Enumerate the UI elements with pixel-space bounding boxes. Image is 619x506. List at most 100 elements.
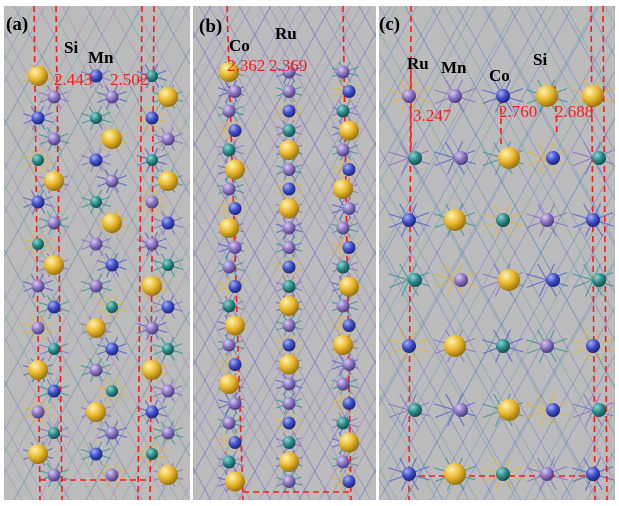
co-atom — [282, 260, 296, 274]
panel-b-ru-label: Ru — [275, 24, 297, 43]
si-atom — [44, 255, 64, 275]
si-atom — [158, 87, 178, 107]
co-atom — [342, 241, 356, 254]
mn-atom — [282, 163, 296, 176]
ru-atom — [336, 416, 350, 430]
panel-b-co-label: Co — [229, 36, 250, 55]
mn-atom — [336, 65, 350, 79]
mn-atom — [145, 237, 159, 251]
cell-edge — [55, 6, 63, 500]
panel-b-tag: (b) — [199, 16, 223, 37]
si-atom — [279, 198, 299, 219]
mn-atom — [228, 241, 242, 254]
si-atom — [28, 444, 48, 464]
mn-atom — [222, 338, 236, 352]
si-atom — [86, 318, 106, 338]
mn-atom — [454, 403, 468, 417]
panel-a-distance-2: 2.502 — [110, 70, 149, 89]
co-atom — [496, 89, 510, 103]
mn-atom — [145, 195, 159, 209]
panel-c-mn-label: Mn — [441, 58, 467, 77]
si-atom — [498, 269, 520, 291]
mn-atom — [402, 89, 416, 103]
co-atom — [402, 213, 416, 227]
mn-atom — [222, 260, 236, 274]
si-atom — [279, 452, 299, 472]
mn-atom — [282, 319, 296, 332]
ru-atom — [282, 436, 296, 449]
mn-atom — [448, 89, 462, 103]
si-atom — [339, 432, 359, 453]
si-atom — [102, 129, 122, 149]
co-atom — [228, 124, 242, 137]
mn-atom — [222, 182, 236, 196]
mn-atom — [228, 85, 242, 98]
co-atom — [402, 467, 416, 481]
mn-atom — [454, 151, 468, 165]
panel-c-co-label: Co — [489, 66, 510, 85]
ru-atom — [336, 260, 350, 274]
ru-atom — [592, 403, 606, 417]
mn-atom — [31, 405, 45, 419]
si-atom — [582, 85, 604, 107]
si-atom — [219, 62, 239, 82]
co-atom — [228, 358, 242, 371]
panel-b-distance-2: 2.369 — [269, 56, 308, 75]
co-atom — [402, 339, 416, 353]
mn-atom — [105, 90, 119, 104]
cell-edge — [408, 6, 412, 500]
mn-atom — [47, 216, 61, 230]
mn-atom — [336, 143, 350, 157]
ru-atom — [146, 70, 158, 82]
si-atom — [44, 171, 64, 191]
mn-atom — [31, 279, 45, 293]
mn-atom — [342, 358, 356, 371]
ru-atom — [408, 403, 422, 417]
si-atom — [158, 171, 178, 191]
mn-atom — [540, 339, 554, 353]
si-atom — [444, 209, 466, 231]
panel-b-structure — [193, 6, 376, 500]
mn-atom — [282, 65, 296, 79]
ru-atom — [32, 238, 44, 250]
ru-atom — [592, 273, 606, 287]
si-atom — [279, 354, 299, 375]
panel-a: (a) Si Mn 2.443 2.502 — [4, 6, 190, 500]
ru-atom — [90, 196, 102, 208]
si-atom — [219, 218, 239, 238]
ru-atom — [408, 151, 422, 165]
co-atom — [31, 195, 45, 209]
si-atom — [279, 296, 299, 316]
ru-atom — [106, 301, 118, 313]
panel-c-tag: (c) — [379, 14, 401, 35]
si-atom — [279, 140, 299, 160]
co-atom — [282, 182, 296, 196]
co-atom — [105, 342, 119, 356]
ru-atom — [162, 343, 174, 355]
panel-a-si-label: Si — [64, 38, 79, 57]
co-atom — [586, 467, 600, 481]
panel-c-distance-2: 2.760 — [499, 102, 538, 121]
si-atom — [225, 471, 245, 492]
mn-atom — [145, 321, 159, 335]
panel-a-tag: (a) — [6, 14, 29, 35]
panel-c-si-label: Si — [533, 50, 548, 69]
ru-atom — [282, 124, 296, 137]
si-atom — [339, 120, 359, 141]
ru-atom — [106, 385, 118, 397]
co-atom — [161, 300, 175, 314]
co-atom — [342, 319, 356, 332]
co-atom — [586, 213, 600, 227]
ru-atom — [90, 112, 102, 124]
mn-atom — [282, 377, 296, 391]
co-atom — [282, 104, 296, 118]
co-atom — [586, 339, 600, 353]
panel-c-structure — [379, 6, 615, 500]
si-atom — [219, 374, 239, 394]
mn-atom — [47, 132, 61, 146]
si-atom — [444, 463, 466, 485]
mn-atom — [161, 384, 175, 398]
mn-atom — [31, 321, 45, 335]
co-atom — [31, 111, 45, 125]
co-atom — [342, 397, 356, 410]
